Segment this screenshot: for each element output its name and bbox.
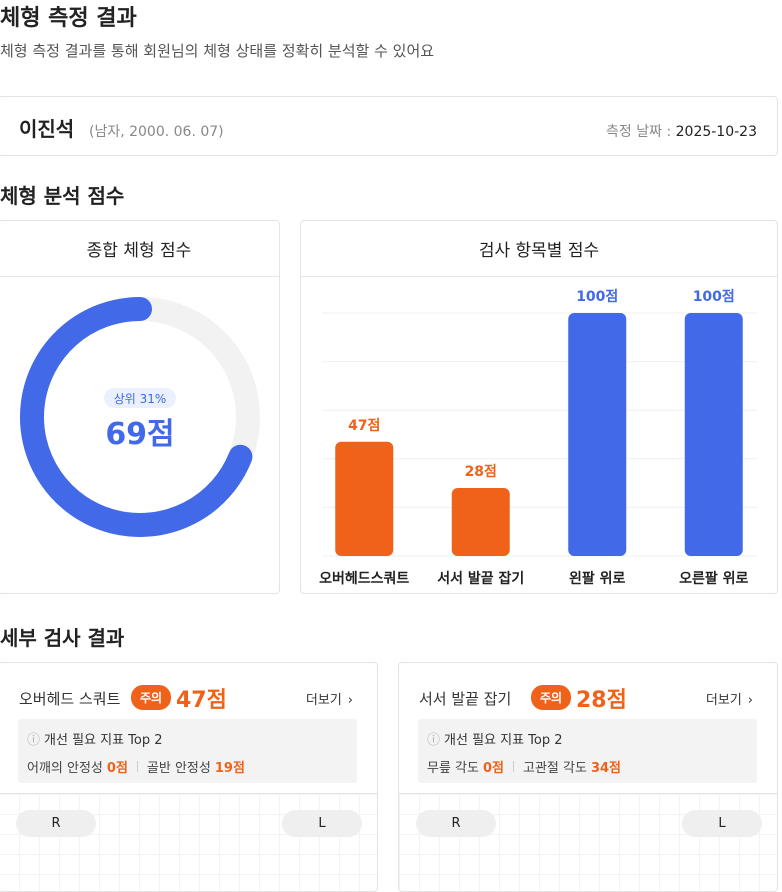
metric-label: 어깨의 안정성 xyxy=(27,761,103,776)
indicator-box: ⓘ 개선 필요 지표 Top 2 어깨의 안정성 0점 골반 안정성 19점 xyxy=(18,719,357,783)
value-label: 28점 xyxy=(465,463,497,480)
detail-card: 오버헤드 스쿼트 주의 47점 더보기 › ⓘ 개선 필요 지표 Top 2 어깨의 안정성 0… xyxy=(0,662,378,892)
status-badge: 주의 xyxy=(531,685,572,710)
more-text: 더보기 xyxy=(705,693,742,708)
box-title: 개선 필요 지표 Top 2 xyxy=(44,733,163,748)
metric-value: 34점 xyxy=(590,761,621,776)
box-title-row: ⓘ 개선 필요 지표 Top 2 xyxy=(427,729,563,748)
more-link[interactable]: 더보기 › xyxy=(306,689,353,708)
detail-name: 오버헤드 스쿼트 xyxy=(19,690,121,708)
chevron-icon: › xyxy=(347,693,353,708)
side-pill: L xyxy=(682,810,762,837)
section-title: 세부 검사 결과 xyxy=(0,626,125,650)
badge-bg xyxy=(104,388,176,408)
side-pill: R xyxy=(416,810,496,837)
metric-value: 19점 xyxy=(214,761,245,776)
card-title: 검사 항목별 점수 xyxy=(301,221,777,277)
date: 2025-10-23 xyxy=(675,124,757,140)
bar xyxy=(684,313,743,556)
page-subtitle: 체형 측정 결과를 통해 회원님의 체형 상태를 정확히 분석할 수 있어요 xyxy=(0,42,435,60)
profile-info: (남자, 2000. 06. 07) xyxy=(89,124,224,140)
info-icon: ⓘ xyxy=(27,733,41,748)
more-text: 더보기 xyxy=(305,693,342,708)
overall-card: 종합 체형 점수 상위 31% 69점 xyxy=(0,220,280,594)
bar xyxy=(451,487,510,556)
info-icon: ⓘ xyxy=(427,733,441,748)
metric-row: 어깨의 안정성 0점 골반 안정성 19점 xyxy=(27,757,245,776)
bar xyxy=(335,441,394,556)
side-pill: L xyxy=(282,810,362,837)
divider xyxy=(136,761,138,772)
more-link[interactable]: 더보기 › xyxy=(706,689,753,708)
profile-card: 이진석 (남자, 2000. 06. 07) 측정 날짜 : 2025-10-2… xyxy=(0,96,778,156)
value-label: 47점 xyxy=(348,417,380,434)
metric-label: 고관절 각도 xyxy=(523,761,587,776)
divider xyxy=(513,761,514,772)
x-tick-label: 서서 발끝 잡기 xyxy=(437,570,524,587)
detail-name: 서서 발끝 잡기 xyxy=(419,690,512,708)
profile-date-row: 측정 날짜 : 2025-10-23 xyxy=(606,121,757,141)
x-tick-label: 오버헤드스쿼트 xyxy=(319,570,409,587)
donut-chart: 상위 31% 69점 xyxy=(20,297,260,537)
bar xyxy=(568,313,627,556)
metric-label: 무릎 각도 xyxy=(427,761,479,776)
status-badge: 주의 xyxy=(131,685,172,710)
box-title: 개선 필요 지표 Top 2 xyxy=(444,733,563,748)
metric-value: 0점 xyxy=(482,761,504,776)
card-title: 종합 체형 점수 xyxy=(0,221,279,277)
value-label: 100점 xyxy=(576,288,618,305)
page-title: 체형 측정 결과 xyxy=(0,6,137,31)
detail-score: 28점 xyxy=(576,688,627,713)
date-label: 측정 날짜 : xyxy=(606,124,672,140)
metric-label: 골반 안정성 xyxy=(146,761,211,776)
section-title: 체형 분석 점수 xyxy=(0,184,125,208)
donut-arc xyxy=(20,297,253,537)
x-tick-label: 왼팔 위로 xyxy=(569,570,626,587)
detail-score: 47점 xyxy=(176,688,227,713)
x-tick-label: 오른팔 위로 xyxy=(679,570,748,587)
profile-name: 이진석 xyxy=(19,117,75,141)
indicator-box: ⓘ 개선 필요 지표 Top 2 무릎 각도 0점 고관절 각도 34점 xyxy=(418,719,757,783)
grid-area xyxy=(0,793,377,891)
metric-row: 무릎 각도 0점 고관절 각도 34점 xyxy=(427,757,621,776)
value-label: 100점 xyxy=(693,288,735,305)
box-title-row: ⓘ 개선 필요 지표 Top 2 xyxy=(27,729,163,748)
detail-card: 서서 발끝 잡기 주의 28점 더보기 › ⓘ 개선 필요 지표 Top 2 무릎 각도 0점 고… xyxy=(398,662,778,892)
chevron-icon: › xyxy=(747,693,753,708)
side-pill: R xyxy=(16,810,96,837)
metric-value: 0점 xyxy=(106,761,128,776)
badge: 상위 31% xyxy=(114,392,167,406)
grid-area xyxy=(399,793,777,891)
score: 69점 xyxy=(105,417,174,452)
